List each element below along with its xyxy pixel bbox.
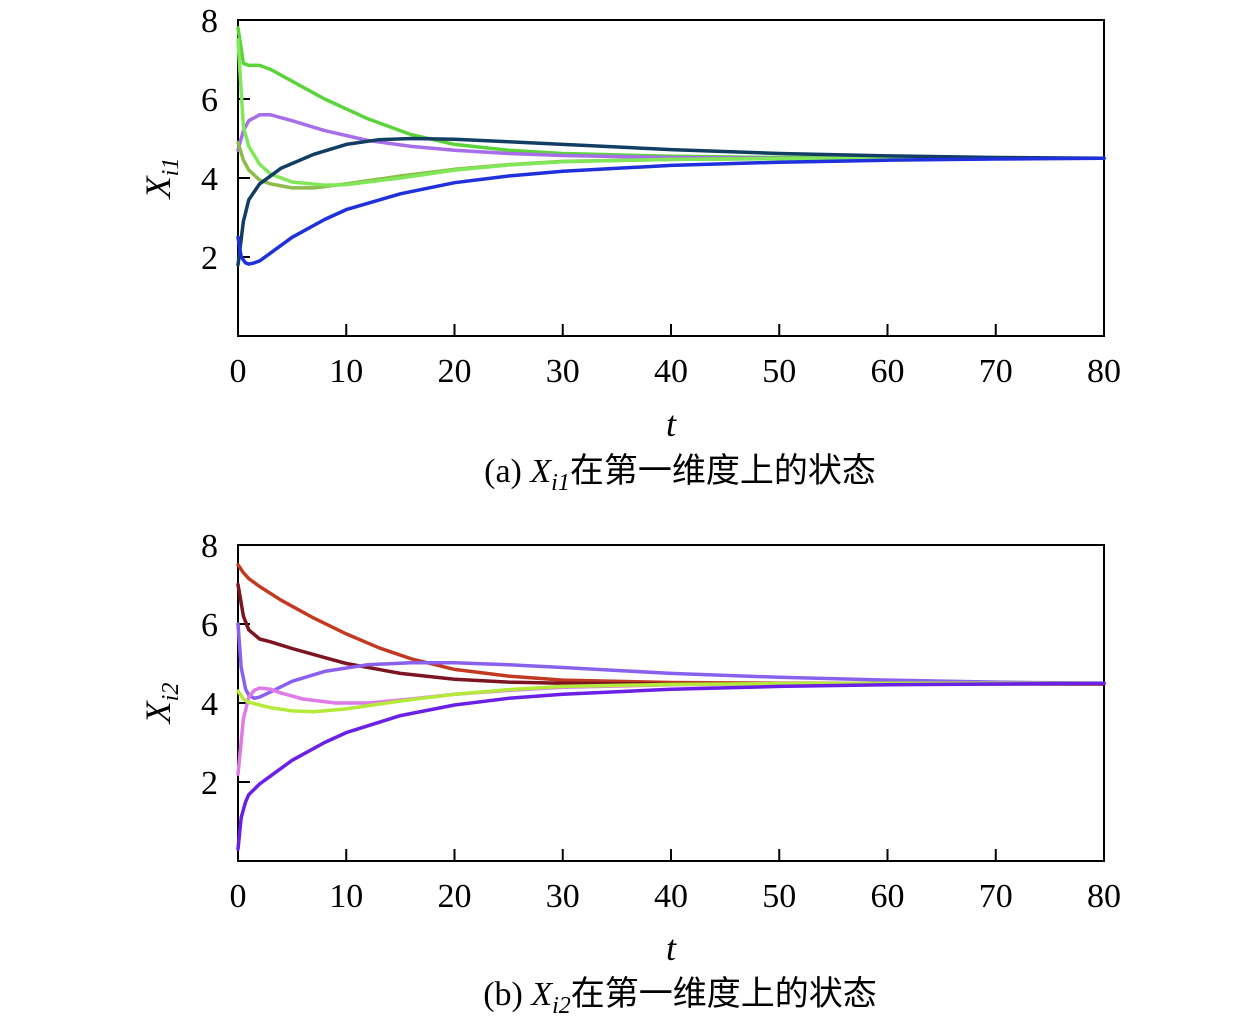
x-tick-label-b-20: 20 [438, 878, 472, 915]
caption-text-b: 在第一维度上的状态 [571, 975, 877, 1013]
series-line-a-5 [236, 136, 1106, 267]
x-tick-label-b-80: 80 [1087, 878, 1121, 915]
series-line-b-3 [236, 622, 1106, 701]
y-tick-label-b-8: 8 [201, 528, 218, 565]
series-lines-a [236, 26, 1106, 267]
x-tick-label-a-60: 60 [871, 353, 905, 390]
y-tick-label-a-6: 6 [201, 82, 218, 119]
y-tick-labels-a: 2 4 6 8 [201, 3, 218, 277]
series-line-a-2 [236, 113, 1106, 161]
caption-prefix-b: (b) [483, 976, 531, 1013]
plot-frame-a [237, 19, 1105, 337]
axis-ticks-b [238, 623, 997, 861]
y-tick-labels-b: 2 4 6 8 [201, 528, 218, 802]
x-tick-label-b-40: 40 [654, 878, 688, 915]
series-lines-b [236, 563, 1106, 851]
x-tick-label-a-70: 70 [979, 353, 1013, 390]
caption-text-a: 在第一维度上的状态 [570, 452, 876, 490]
y-axis-title-var-b: X [138, 699, 178, 725]
x-axis-title-b: t [666, 928, 677, 968]
x-tick-label-b-60: 60 [871, 878, 905, 915]
x-tick-labels-a: 0 10 20 30 40 50 60 70 80 [230, 353, 1122, 390]
x-tick-label-a-0: 0 [230, 353, 247, 390]
caption-b: (b) Xi2在第一维度上的状态 [483, 975, 877, 1019]
caption-sub-b: i2 [552, 993, 571, 1019]
x-tick-label-b-70: 70 [979, 878, 1013, 915]
x-tick-label-b-0: 0 [230, 878, 247, 915]
x-axis-title-a: t [666, 404, 677, 444]
x-tick-label-a-80: 80 [1087, 353, 1121, 390]
caption-prefix-a: (a) [484, 453, 530, 490]
x-tick-label-a-30: 30 [546, 353, 580, 390]
y-axis-title-a: Xi1 [138, 158, 184, 201]
caption-a: (a) Xi1在第一维度上的状态 [484, 452, 876, 496]
x-tick-label-a-20: 20 [438, 353, 472, 390]
series-line-b-6 [236, 681, 1106, 851]
y-tick-label-b-4: 4 [201, 686, 218, 723]
x-tick-label-b-10: 10 [329, 878, 363, 915]
y-tick-label-b-6: 6 [201, 607, 218, 644]
y-axis-title-b: Xi2 [138, 683, 184, 726]
series-line-b-4 [236, 681, 1106, 776]
y-axis-title-var-a: X [138, 174, 178, 200]
caption-sub-a: i1 [551, 470, 570, 496]
x-tick-label-a-40: 40 [654, 353, 688, 390]
y-tick-label-b-2: 2 [201, 765, 218, 802]
caption-var-a: X [528, 453, 552, 490]
y-tick-label-a-4: 4 [201, 161, 218, 198]
y-tick-label-a-2: 2 [201, 240, 218, 277]
series-line-b-5 [236, 681, 1106, 714]
y-axis-title-sub-a: i1 [158, 158, 184, 177]
series-line-b-2 [236, 582, 1106, 686]
x-tick-labels-b: 0 10 20 30 40 50 60 70 80 [230, 878, 1122, 915]
x-tick-label-a-10: 10 [329, 353, 363, 390]
series-line-a-4 [236, 38, 1106, 187]
axis-ticks-a [238, 98, 997, 336]
x-tick-label-b-50: 50 [762, 878, 796, 915]
caption-var-b: X [529, 976, 553, 1013]
x-tick-label-a-50: 50 [762, 353, 796, 390]
x-tick-label-b-30: 30 [546, 878, 580, 915]
y-axis-title-sub-b: i2 [158, 683, 184, 702]
y-tick-label-a-8: 8 [201, 3, 218, 40]
series-line-a-6 [236, 156, 1106, 266]
